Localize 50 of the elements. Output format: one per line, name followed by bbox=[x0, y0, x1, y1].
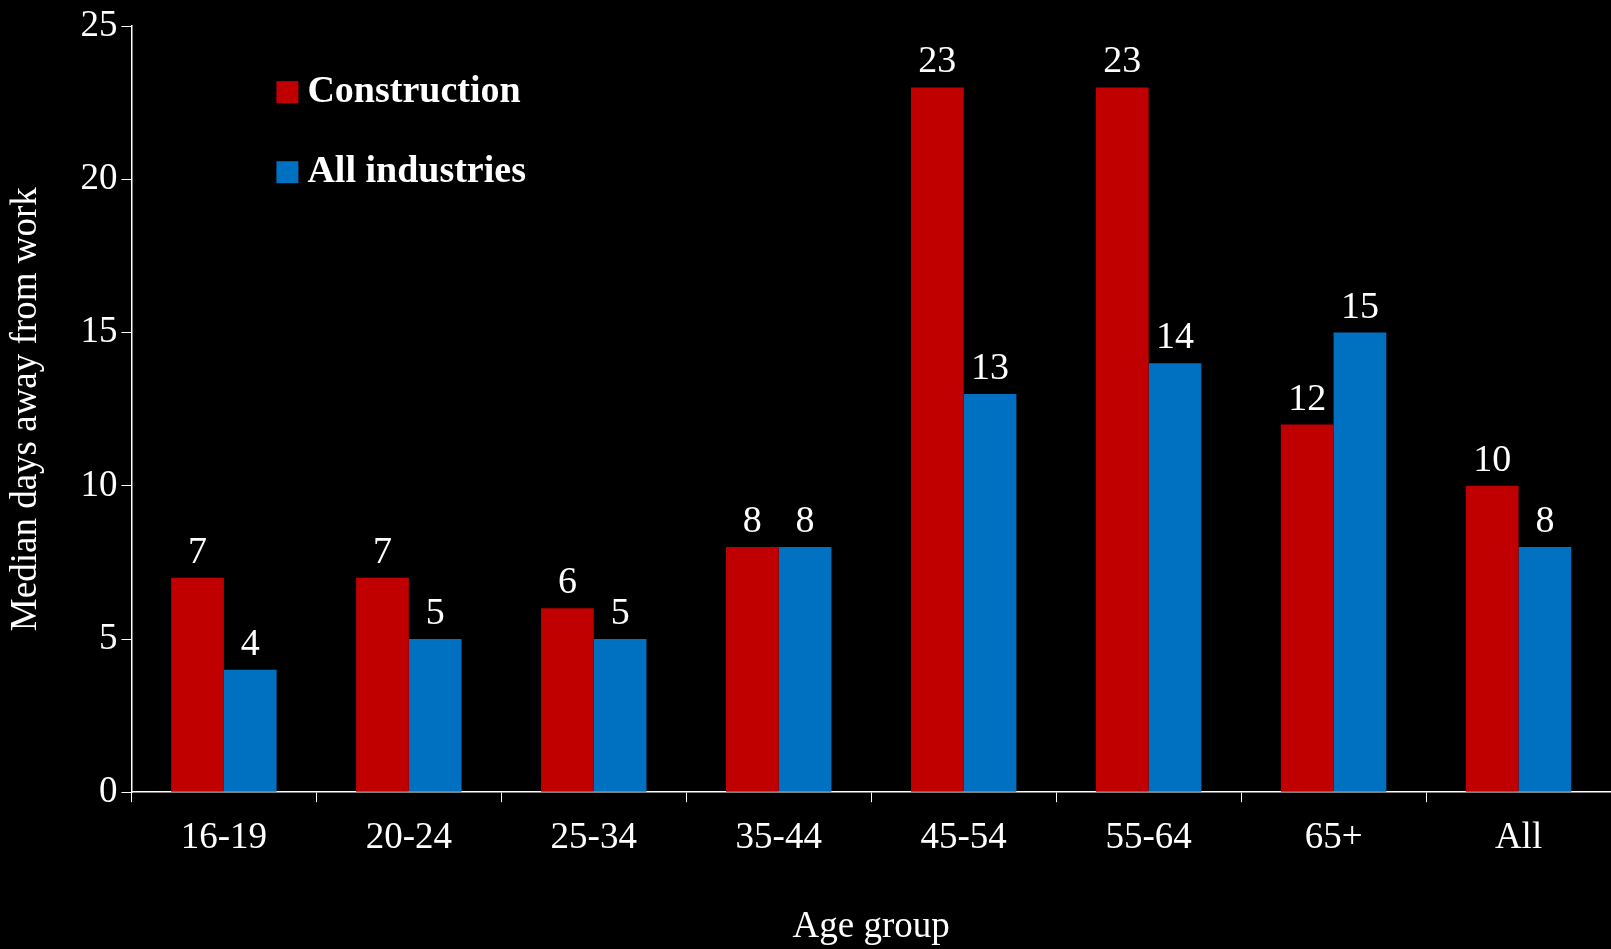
x-tick-label: 35-44 bbox=[735, 815, 822, 857]
bar bbox=[223, 669, 277, 792]
y-tick-label: 15 bbox=[80, 309, 118, 351]
data-label: 14 bbox=[1155, 314, 1194, 357]
data-label: 23 bbox=[1103, 38, 1142, 81]
data-label: 6 bbox=[557, 559, 577, 602]
x-tick-label: 20-24 bbox=[365, 815, 452, 857]
data-label: 7 bbox=[372, 528, 392, 571]
bar bbox=[726, 547, 779, 792]
data-label: 10 bbox=[1473, 436, 1512, 479]
bar bbox=[1333, 332, 1387, 792]
bar bbox=[356, 577, 409, 792]
legend-label: Construction bbox=[307, 68, 521, 111]
bar bbox=[408, 639, 462, 792]
data-label: 12 bbox=[1288, 375, 1327, 418]
data-label: 8 bbox=[742, 498, 762, 541]
data-label: 5 bbox=[610, 589, 630, 632]
bar bbox=[963, 393, 1017, 792]
bar bbox=[910, 87, 964, 792]
bar bbox=[171, 577, 224, 792]
bar bbox=[1465, 485, 1519, 792]
bar bbox=[593, 639, 647, 792]
x-tick-label: 45-54 bbox=[920, 815, 1007, 857]
y-tick-label: 0 bbox=[98, 768, 118, 810]
bar bbox=[1148, 363, 1202, 792]
data-label: 8 bbox=[795, 498, 815, 541]
bar bbox=[1095, 87, 1149, 792]
data-label: 13 bbox=[971, 344, 1010, 387]
bar bbox=[541, 608, 594, 792]
x-tick-label: 25-34 bbox=[550, 815, 637, 857]
y-axis-title: Median days away from work bbox=[2, 186, 44, 632]
x-tick-label: All bbox=[1494, 815, 1543, 857]
bar bbox=[1518, 547, 1572, 792]
x-axis-title: Age group bbox=[792, 903, 950, 945]
y-tick-label: 5 bbox=[98, 615, 118, 657]
data-label: 7 bbox=[188, 528, 208, 571]
x-tick-label: 55-64 bbox=[1105, 815, 1192, 857]
data-label: 8 bbox=[1535, 498, 1555, 541]
y-tick-label: 25 bbox=[80, 2, 118, 44]
x-tick-label: 16-19 bbox=[180, 815, 268, 857]
data-label: 4 bbox=[240, 620, 260, 663]
legend-label: All industries bbox=[307, 148, 526, 191]
y-tick-label: 10 bbox=[80, 462, 118, 504]
bar bbox=[778, 547, 832, 792]
data-label: 5 bbox=[425, 589, 445, 632]
x-tick-label: 65+ bbox=[1304, 815, 1363, 857]
data-label: 23 bbox=[918, 38, 957, 81]
bar bbox=[1280, 424, 1334, 792]
y-tick-label: 20 bbox=[80, 156, 118, 198]
data-label: 15 bbox=[1340, 283, 1379, 326]
